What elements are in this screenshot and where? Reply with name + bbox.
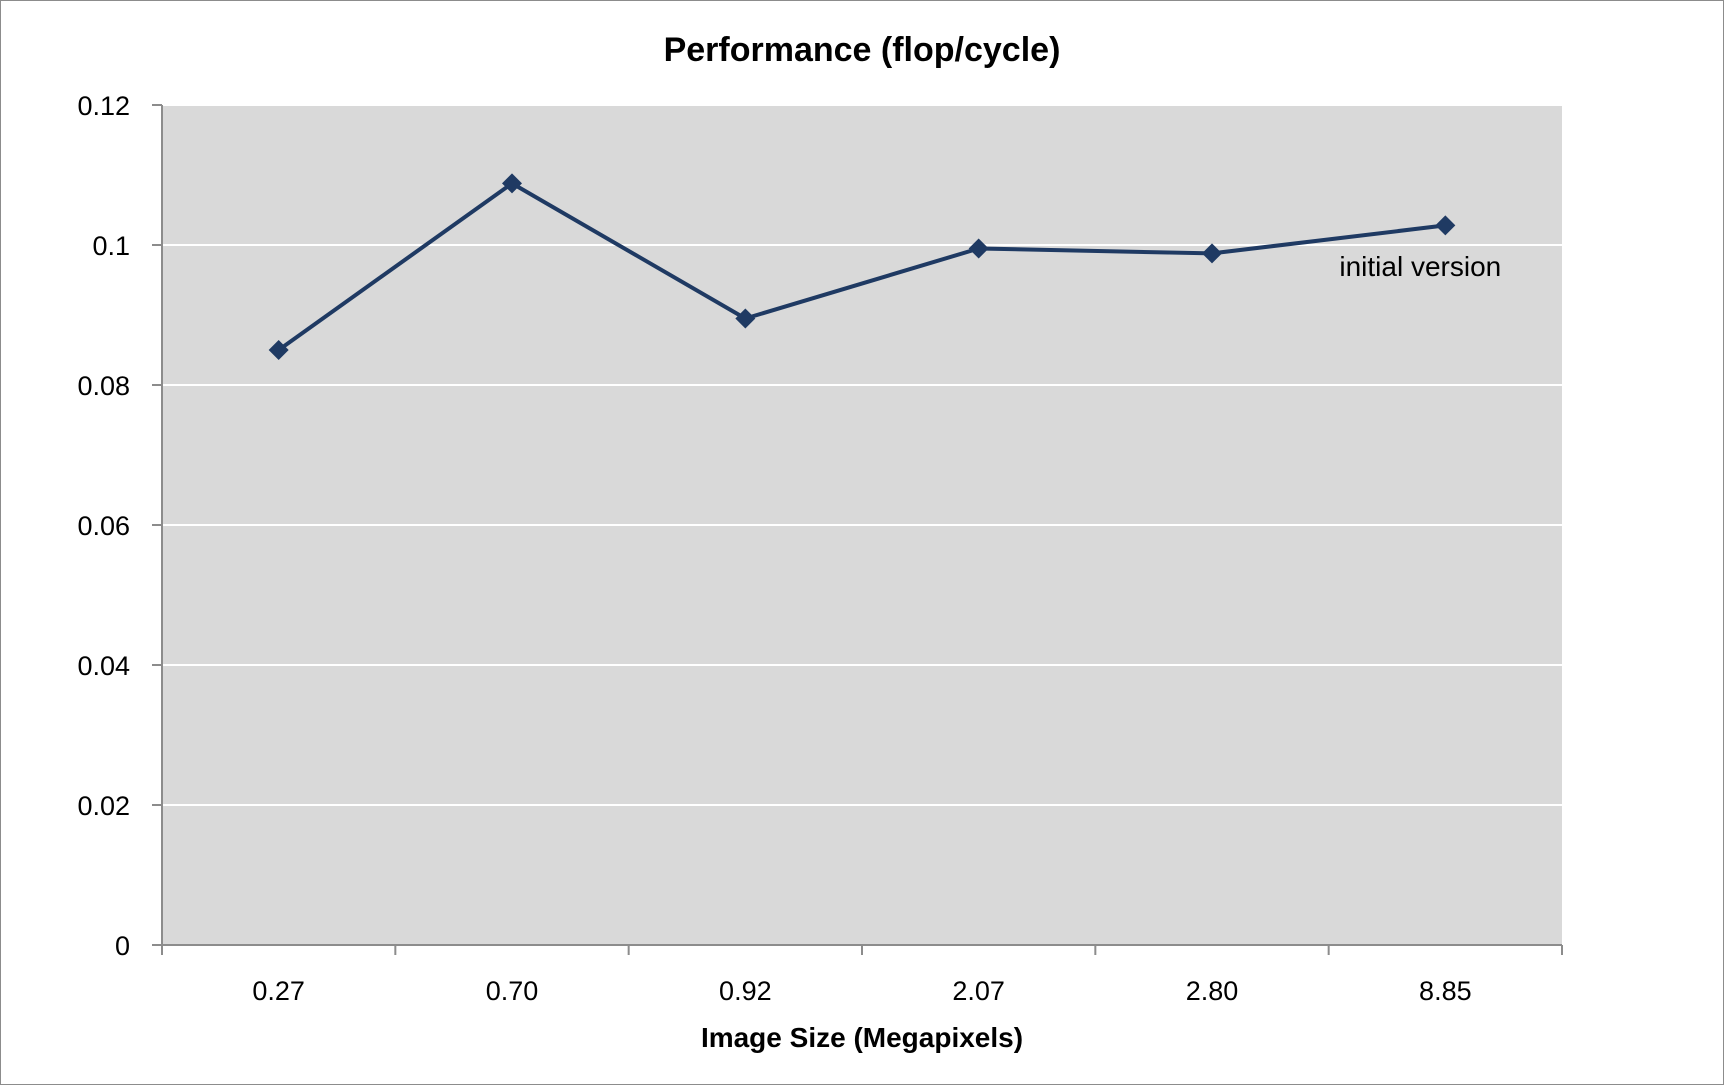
y-tick-label: 0	[115, 931, 130, 961]
x-tick-label: 2.07	[952, 976, 1005, 1006]
data-point-marker	[1202, 243, 1222, 264]
x-tick-label: 0.27	[252, 976, 305, 1006]
gridlines	[162, 104, 1562, 806]
y-tick-label: 0.06	[77, 511, 130, 541]
series-line	[277, 181, 1446, 352]
data-point-marker	[502, 173, 522, 194]
data-point-marker	[735, 308, 756, 329]
data-point-marker	[968, 238, 989, 259]
y-tick-label: 0.02	[77, 791, 130, 821]
y-tick-label: 0.1	[92, 231, 130, 261]
chart-title: Performance (flop/cycle)	[664, 31, 1061, 69]
data-point-marker	[268, 340, 289, 360]
x-tick-label: 0.92	[719, 976, 772, 1006]
y-tick-label: 0.12	[77, 91, 130, 121]
annotations: initial version	[1339, 251, 1501, 282]
x-tick-label: 2.80	[1186, 976, 1239, 1006]
annotation-label: initial version	[1339, 251, 1501, 282]
y-tick-label: 0.08	[77, 371, 130, 401]
x-axis-ticks: 0.27 0.70 0.92 2.07 2.80 8.85	[161, 945, 1563, 1006]
series-layer	[268, 173, 1456, 360]
y-axis-ticks: 0 0.02 0.04 0.06 0.08 0.1 0.12	[77, 91, 162, 961]
x-tick-label: 8.85	[1419, 976, 1472, 1006]
x-axis-title: Image Size (Megapixels)	[701, 1022, 1023, 1053]
y-tick-label: 0.04	[77, 651, 130, 681]
data-point-marker	[1435, 215, 1456, 236]
x-tick-label: 0.70	[486, 976, 539, 1006]
